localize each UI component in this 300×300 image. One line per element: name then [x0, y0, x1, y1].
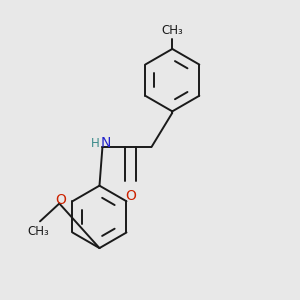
Text: CH₃: CH₃	[161, 24, 183, 37]
Text: O: O	[56, 193, 66, 207]
Text: H: H	[91, 137, 99, 150]
Text: N: N	[101, 136, 111, 151]
Text: CH₃: CH₃	[28, 225, 50, 238]
Text: O: O	[125, 189, 136, 202]
